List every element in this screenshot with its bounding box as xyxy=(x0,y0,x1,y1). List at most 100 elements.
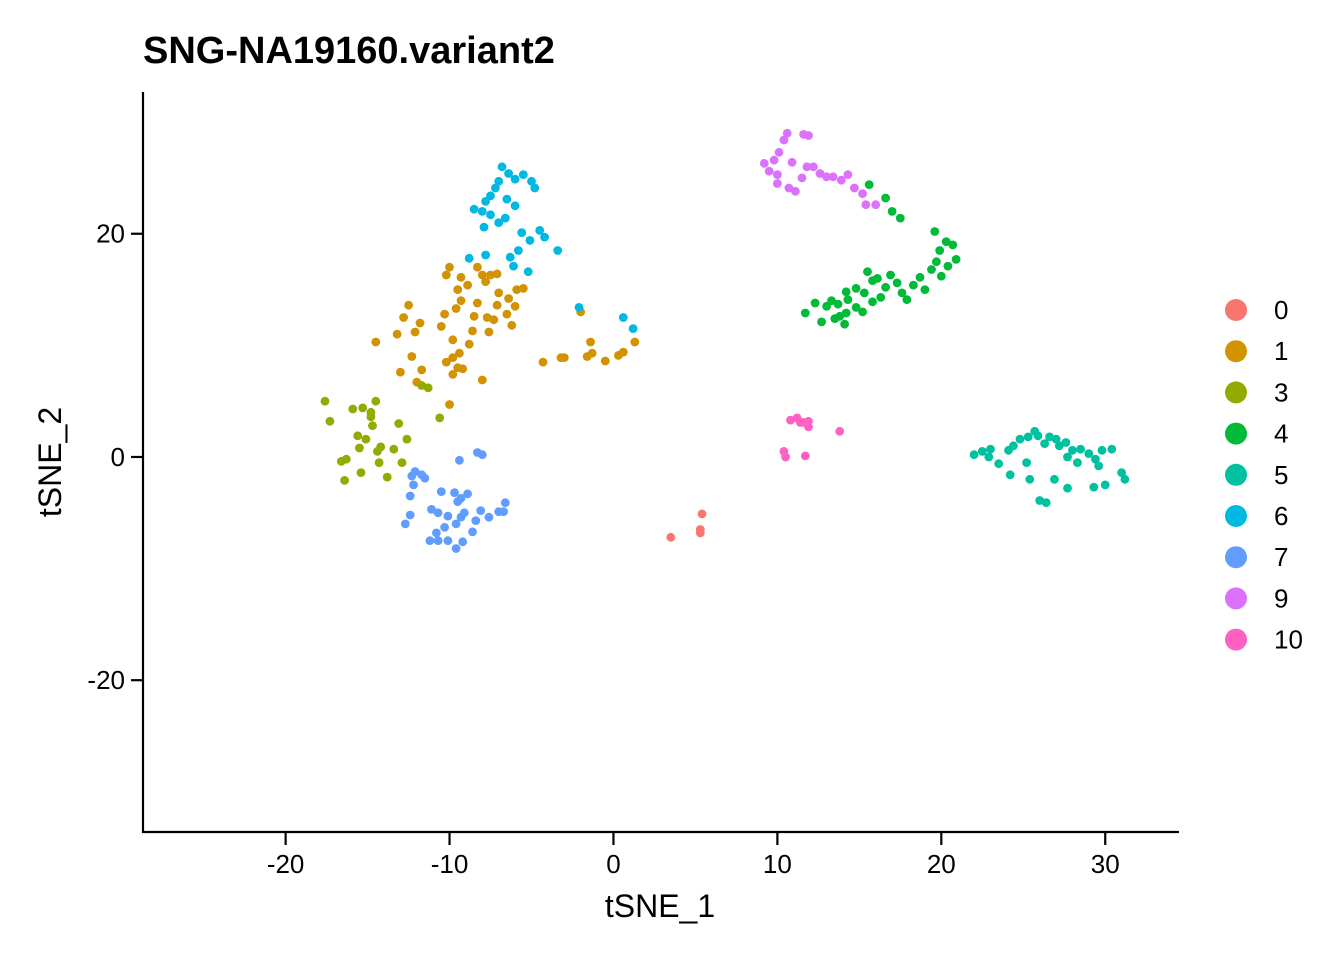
cluster-7-point xyxy=(443,511,453,521)
cluster-7-point xyxy=(409,480,418,490)
cluster-4-point xyxy=(915,272,925,282)
cluster-5-point xyxy=(1054,441,1064,451)
cluster-1-point xyxy=(441,270,451,280)
cluster-1-point xyxy=(510,301,520,311)
cluster-1-point xyxy=(441,357,451,367)
cluster-4-point xyxy=(851,284,861,293)
cluster-7-point xyxy=(427,505,436,514)
cluster-7-point xyxy=(455,455,464,465)
cluster-5-point xyxy=(1050,474,1059,484)
cluster-9-point xyxy=(804,131,813,140)
cluster-6-point xyxy=(509,261,518,271)
cluster-3-point xyxy=(368,421,377,431)
cluster-6-point xyxy=(505,252,515,262)
cluster-5-point xyxy=(1005,470,1015,480)
cluster-1-point xyxy=(456,296,466,306)
cluster-1-point xyxy=(399,313,408,322)
cluster-7-point xyxy=(443,536,453,546)
cluster-5-point xyxy=(1061,438,1071,447)
cluster-6-point xyxy=(502,194,512,204)
cluster-1-point xyxy=(458,364,468,374)
cluster-7-point xyxy=(471,516,481,525)
cluster-1-point xyxy=(448,370,458,379)
cluster-1-point xyxy=(507,320,517,330)
cluster-3-point xyxy=(402,434,412,444)
cluster-6-point xyxy=(479,222,489,232)
cluster-7-point xyxy=(433,508,443,518)
cluster-6-point xyxy=(530,183,540,193)
cluster-5-point xyxy=(1089,482,1099,492)
cluster-4-point xyxy=(920,285,930,294)
cluster-4-point xyxy=(843,295,853,304)
cluster-6-point xyxy=(477,207,487,216)
cluster-10-point xyxy=(800,451,810,461)
legend-label: 1 xyxy=(1274,336,1288,366)
cluster-4-point xyxy=(873,274,882,283)
cluster-1-point xyxy=(518,284,528,293)
legend-label: 9 xyxy=(1274,583,1288,613)
cluster-7-point xyxy=(433,536,443,546)
cluster-9-point xyxy=(791,186,800,196)
cluster-3-point xyxy=(340,476,349,485)
cluster-5-point xyxy=(1073,458,1082,467)
cluster-7-point xyxy=(499,507,508,517)
cluster-1-point xyxy=(469,311,479,321)
cluster-9-point xyxy=(822,172,831,182)
cluster-4-point xyxy=(864,180,874,190)
cluster-1-point xyxy=(463,280,472,290)
cluster-1-point xyxy=(538,357,548,367)
cluster-1-point xyxy=(436,322,446,331)
cluster-6-point xyxy=(527,176,536,186)
cluster-0-point xyxy=(695,528,705,538)
legend-key-0 xyxy=(1225,299,1247,321)
cluster-7-point xyxy=(476,506,486,515)
cluster-5-point xyxy=(1051,434,1061,444)
cluster-5-point xyxy=(1107,444,1117,454)
cluster-5-point xyxy=(1117,468,1126,477)
cluster-6-point xyxy=(510,201,520,211)
cluster-4-point xyxy=(876,293,886,302)
legend-key-5 xyxy=(1225,463,1247,486)
cluster-1-point xyxy=(492,300,502,310)
y-axis-ticks: -20 0 20 xyxy=(87,219,143,695)
x-tick-label: 30 xyxy=(1091,849,1120,879)
cluster-9-point xyxy=(858,189,867,199)
cluster-9-point xyxy=(828,172,838,182)
cluster-4-point xyxy=(863,267,872,277)
cluster-6-point xyxy=(504,169,513,178)
cluster-7-point xyxy=(432,528,441,538)
cluster-5-point xyxy=(994,459,1004,469)
cluster-4-point xyxy=(895,213,905,223)
cluster-6-point xyxy=(494,176,504,186)
cluster-9-point xyxy=(769,155,779,165)
cluster-1-point xyxy=(494,288,504,298)
cluster-10-point xyxy=(795,418,805,427)
cluster-7-point xyxy=(458,537,468,547)
points-layer xyxy=(320,128,1130,553)
y-tick-label: 0 xyxy=(111,442,125,472)
cluster-7-point xyxy=(500,498,510,508)
cluster-1-point xyxy=(464,339,474,349)
cluster-4-point xyxy=(817,317,826,327)
cluster-3-point xyxy=(397,458,407,467)
cluster-1-point xyxy=(451,304,461,313)
cluster-5-point xyxy=(1084,449,1094,458)
cluster-4-point xyxy=(936,271,946,281)
cluster-4-point xyxy=(841,308,851,318)
cluster-1-point xyxy=(407,352,417,361)
cluster-9-point xyxy=(787,157,797,167)
cluster-7-point xyxy=(400,519,410,529)
cluster-5-point xyxy=(1025,474,1035,484)
chart-title: SNG-NA19160.variant2 xyxy=(143,30,555,72)
cluster-4-point xyxy=(892,278,902,288)
cluster-7-point xyxy=(450,488,459,498)
cluster-3-point xyxy=(394,419,404,428)
x-axis-title: tSNE_1 xyxy=(605,888,715,924)
cluster-5-point xyxy=(1040,439,1049,448)
cluster-3-point xyxy=(366,412,376,422)
cluster-7-point xyxy=(484,512,494,522)
cluster-1-point xyxy=(502,309,512,319)
cluster-5-point xyxy=(984,452,994,462)
cluster-5-point xyxy=(1097,445,1107,455)
cluster-3-point xyxy=(382,472,392,482)
